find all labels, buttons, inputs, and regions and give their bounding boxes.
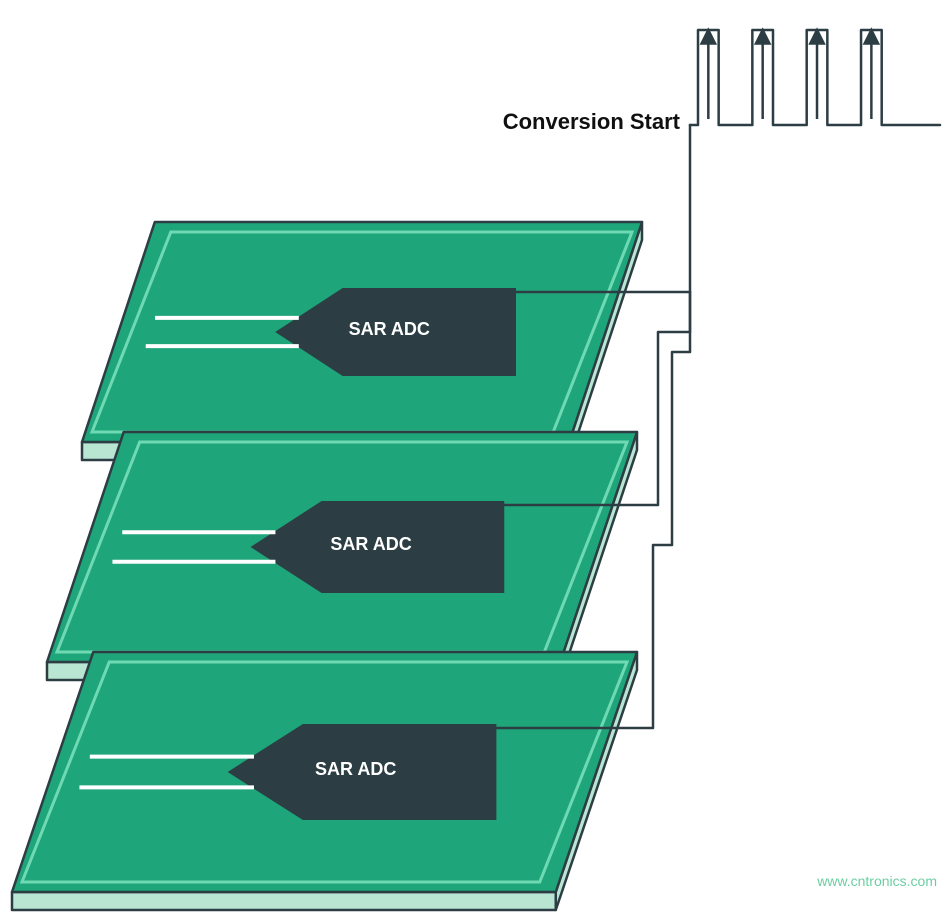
conversion-start-label: Conversion Start — [503, 109, 680, 135]
watermark: www.cntronics.com — [817, 873, 937, 889]
adc-board-3: SAR ADC — [10, 650, 635, 918]
adc-chip-label: SAR ADC — [330, 534, 411, 555]
adc-chip-label: SAR ADC — [315, 759, 396, 780]
adc-chip-label: SAR ADC — [349, 319, 430, 340]
